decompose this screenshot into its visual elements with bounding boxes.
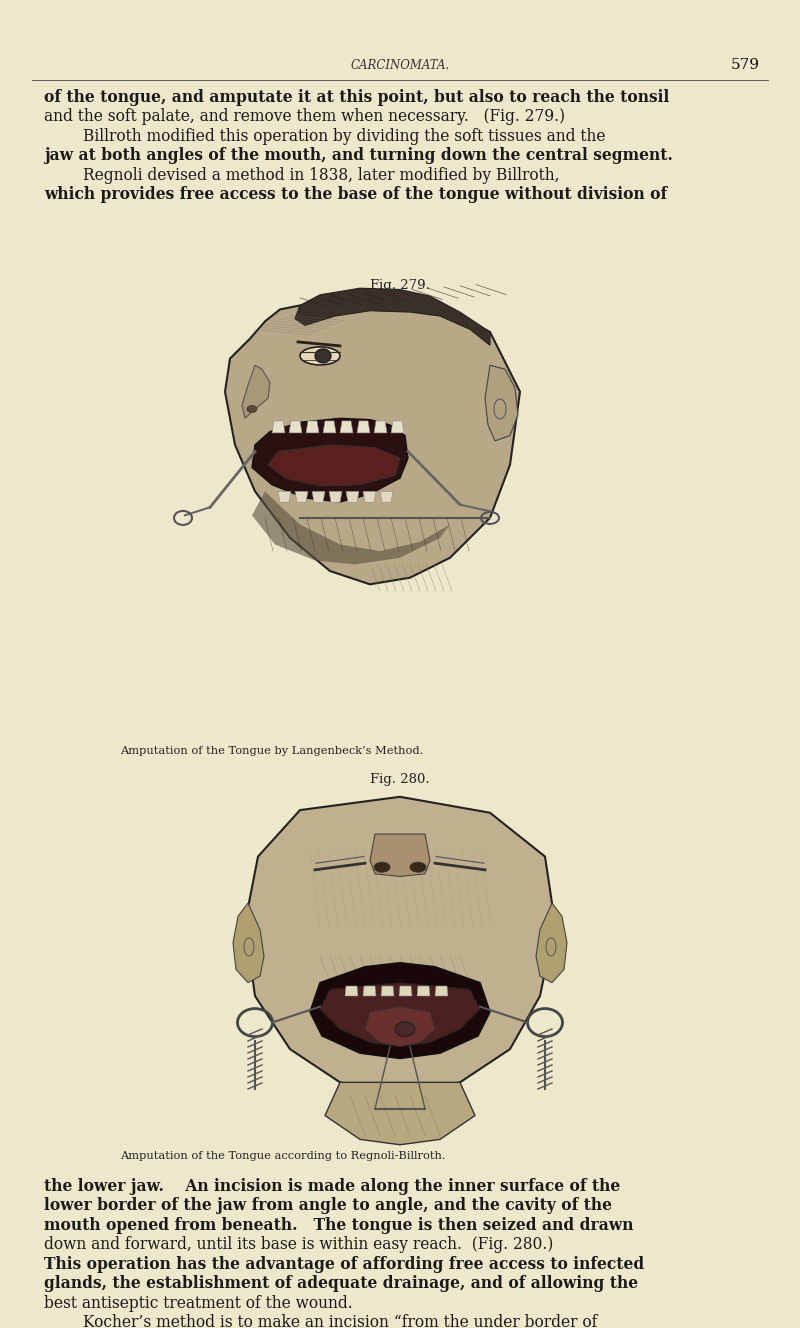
Polygon shape <box>485 365 518 441</box>
Polygon shape <box>310 963 490 1058</box>
Text: 579: 579 <box>731 57 760 72</box>
Text: Amputation of the Tongue by Langenbeck’s Method.: Amputation of the Tongue by Langenbeck’s… <box>120 746 423 757</box>
Polygon shape <box>320 983 480 1046</box>
Text: the lower jaw.    An incision is made along the inner surface of the: the lower jaw. An incision is made along… <box>44 1178 620 1195</box>
Polygon shape <box>345 985 358 996</box>
Ellipse shape <box>315 349 331 363</box>
Text: jaw at both angles of the mouth, and turning down the central segment.: jaw at both angles of the mouth, and tur… <box>44 147 673 165</box>
Ellipse shape <box>247 405 257 413</box>
Polygon shape <box>252 418 408 502</box>
Text: This operation has the advantage of affording free access to infected: This operation has the advantage of affo… <box>44 1256 644 1274</box>
Polygon shape <box>380 491 393 502</box>
Ellipse shape <box>410 862 426 872</box>
Polygon shape <box>323 421 336 433</box>
Polygon shape <box>245 797 555 1096</box>
Polygon shape <box>536 903 567 983</box>
Polygon shape <box>329 491 342 502</box>
Text: which provides free access to the base of the tongue without division of: which provides free access to the base o… <box>44 186 667 203</box>
Text: down and forward, until its base is within easy reach.  (Fig. 280.): down and forward, until its base is with… <box>44 1236 554 1254</box>
Polygon shape <box>399 985 412 996</box>
Polygon shape <box>295 491 308 502</box>
Polygon shape <box>242 365 270 418</box>
Polygon shape <box>363 985 376 996</box>
Polygon shape <box>225 295 520 584</box>
Text: CARCINOMATA.: CARCINOMATA. <box>350 58 450 72</box>
Polygon shape <box>252 491 450 564</box>
Polygon shape <box>346 491 359 502</box>
Text: Billroth modified this operation by dividing the soft tissues and the: Billroth modified this operation by divi… <box>44 127 606 145</box>
Ellipse shape <box>374 862 390 872</box>
Polygon shape <box>312 491 325 502</box>
Polygon shape <box>357 421 370 433</box>
Polygon shape <box>417 985 430 996</box>
Polygon shape <box>272 421 285 433</box>
Polygon shape <box>391 421 404 433</box>
Text: Fig. 280.: Fig. 280. <box>370 773 430 786</box>
Polygon shape <box>278 491 291 502</box>
Text: best antiseptic treatment of the wound.: best antiseptic treatment of the wound. <box>44 1295 353 1312</box>
Polygon shape <box>268 445 400 486</box>
Polygon shape <box>435 985 448 996</box>
Ellipse shape <box>300 347 340 365</box>
Polygon shape <box>306 421 319 433</box>
Text: Amputation of the Tongue according to Regnoli-Billroth.: Amputation of the Tongue according to Re… <box>120 1151 446 1162</box>
Ellipse shape <box>395 1021 415 1037</box>
Polygon shape <box>374 421 387 433</box>
Polygon shape <box>363 491 376 502</box>
Polygon shape <box>325 1082 475 1145</box>
Text: Fig. 279.: Fig. 279. <box>370 279 430 292</box>
Text: Regnoli devised a method in 1838, later modified by Billroth,: Regnoli devised a method in 1838, later … <box>44 167 559 185</box>
Polygon shape <box>295 288 490 345</box>
Polygon shape <box>289 421 302 433</box>
Text: lower border of the jaw from angle to angle, and the cavity of the: lower border of the jaw from angle to an… <box>44 1198 612 1214</box>
Text: glands, the establishment of adequate drainage, and of allowing the: glands, the establishment of adequate dr… <box>44 1275 638 1292</box>
Text: Kocher’s method is to make an incision “from the under border of: Kocher’s method is to make an incision “… <box>44 1315 598 1328</box>
Polygon shape <box>370 834 430 876</box>
Polygon shape <box>233 903 264 983</box>
Polygon shape <box>381 985 394 996</box>
Text: and the soft palate, and remove them when necessary.   (Fig. 279.): and the soft palate, and remove them whe… <box>44 109 565 125</box>
Text: mouth opened from beneath.   The tongue is then seized and drawn: mouth opened from beneath. The tongue is… <box>44 1216 634 1234</box>
Polygon shape <box>365 1007 435 1046</box>
Polygon shape <box>340 421 353 433</box>
Text: of the tongue, and amputate it at this point, but also to reach the tonsil: of the tongue, and amputate it at this p… <box>44 89 670 106</box>
